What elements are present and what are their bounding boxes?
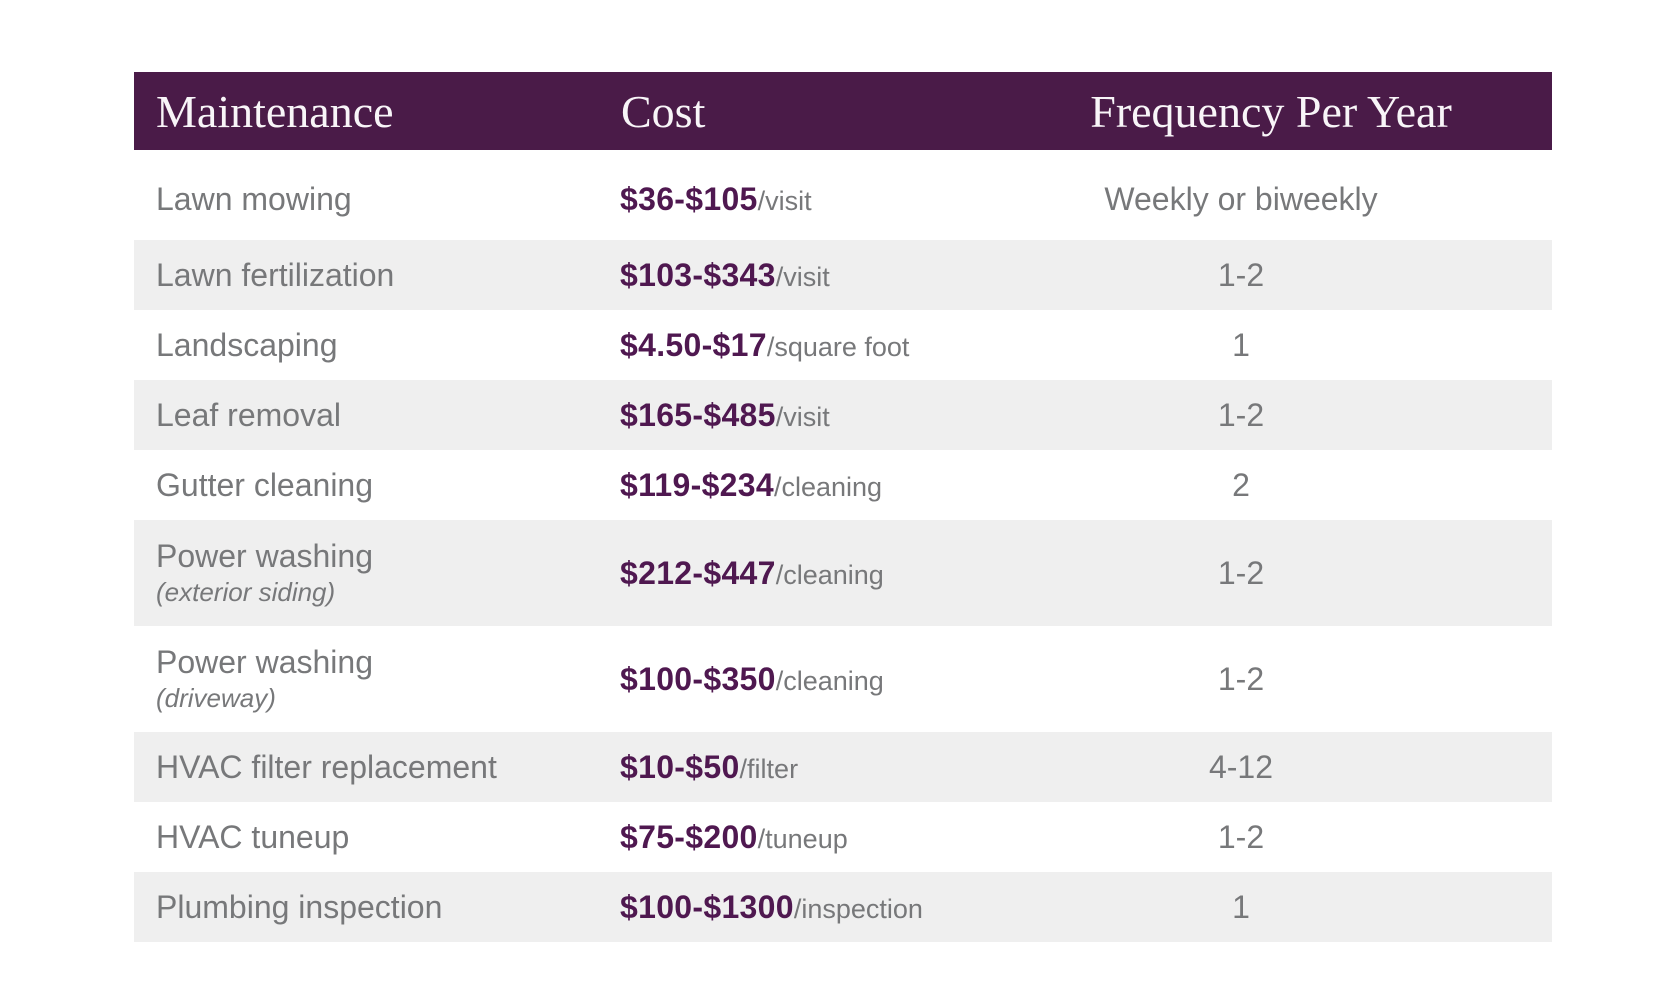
table-row: HVAC tuneup $75-$200/tuneup 1-2 — [134, 802, 1552, 872]
cost-unit: /square foot — [766, 331, 910, 362]
maintenance-cell: Power washing (exterior siding) — [134, 538, 620, 608]
cost-cell: $75-$200/tuneup — [620, 819, 990, 856]
cost-unit: /visit — [775, 401, 830, 432]
cost-value: $75-$200 — [620, 818, 758, 855]
frequency-cell: 1-2 — [1217, 660, 1265, 697]
cost-unit: /tuneup — [757, 823, 848, 854]
table-row: Lawn fertilization $103-$343/visit 1-2 — [134, 240, 1552, 310]
table-body: Lawn mowing $36-$105/visit Weekly or biwee… — [134, 150, 1552, 942]
frequency-cell: 1 — [1232, 888, 1250, 925]
frequency-cell: 1-2 — [1217, 256, 1265, 293]
maintenance-label: HVAC tuneup — [156, 818, 350, 855]
table-row: Power washing (driveway) $100-$350/cleanin… — [134, 626, 1552, 732]
maintenance-label: Power washing — [156, 644, 373, 681]
frequency-cell: 4-12 — [1208, 748, 1274, 785]
cost-unit: /cleaning — [775, 559, 884, 590]
frequency-cell: 1-2 — [1217, 818, 1265, 855]
cost-value: $36-$105 — [620, 180, 758, 217]
table-row: HVAC filter replacement $10-$50/filter 4-1… — [134, 732, 1552, 802]
cost-unit: /cleaning — [773, 471, 883, 502]
cost-cell: $4.50-$17/square foot — [620, 327, 990, 364]
maintenance-label: Gutter cleaning — [156, 466, 374, 503]
maintenance-cost-table: Maintenance Cost Frequency Per Year Lawn… — [134, 72, 1552, 942]
maintenance-cell: HVAC filter replacement — [134, 749, 620, 786]
cost-cell: $10-$50/filter — [620, 749, 990, 786]
cost-unit: /inspection — [793, 893, 923, 924]
table-header-row: Maintenance Cost Frequency Per Year — [134, 72, 1552, 150]
maintenance-label: Lawn fertilization — [156, 256, 395, 293]
cost-value: $119-$234 — [620, 466, 774, 503]
table-row: Lawn mowing $36-$105/visit Weekly or biwee… — [134, 150, 1552, 240]
cost-cell: $36-$105/visit — [620, 181, 990, 218]
cost-value: $100-$350 — [620, 660, 776, 697]
cost-unit: /visit — [757, 185, 812, 216]
maintenance-cell: Gutter cleaning — [134, 467, 620, 504]
column-header-cost: Cost — [621, 85, 706, 137]
cost-unit: /cleaning — [775, 665, 884, 696]
maintenance-cell: Landscaping — [134, 327, 620, 364]
table-row: Landscaping $4.50-$17/square foot 1 — [134, 310, 1552, 380]
maintenance-sublabel: (driveway) — [156, 682, 276, 713]
table-row: Plumbing inspection $100-$1300/inspection… — [134, 872, 1552, 942]
maintenance-cell: Plumbing inspection — [134, 889, 620, 926]
cost-cell: $119-$234/cleaning — [620, 467, 990, 504]
table-row: Power washing (exterior siding) $212-$447/… — [134, 520, 1552, 626]
maintenance-cell: Power washing (driveway) — [134, 644, 620, 714]
cost-value: $4.50-$17 — [620, 326, 767, 363]
maintenance-sublabel: (exterior siding) — [156, 576, 336, 607]
frequency-cell: 1-2 — [1217, 396, 1265, 433]
maintenance-cell: Lawn fertilization — [134, 257, 620, 294]
frequency-cell: 1 — [1232, 326, 1250, 363]
cost-value: $100-$1300 — [620, 888, 794, 925]
maintenance-cell: Leaf removal — [134, 397, 620, 434]
maintenance-label: HVAC filter replacement — [156, 748, 497, 785]
table-row: Leaf removal $165-$485/visit 1-2 — [134, 380, 1552, 450]
cost-value: $103-$343 — [620, 256, 776, 293]
cost-cell: $103-$343/visit — [620, 257, 990, 294]
cost-cell: $165-$485/visit — [620, 397, 990, 434]
cost-unit: /visit — [775, 261, 830, 292]
frequency-cell: 1-2 — [1217, 554, 1265, 591]
maintenance-label: Landscaping — [156, 326, 338, 363]
cost-cell: $100-$350/cleaning — [620, 661, 990, 698]
maintenance-cell: HVAC tuneup — [134, 819, 620, 856]
maintenance-label: Plumbing inspection — [156, 888, 443, 925]
cost-unit: /filter — [739, 753, 799, 784]
maintenance-label: Leaf removal — [156, 396, 341, 433]
cost-value: $10-$50 — [620, 748, 740, 785]
frequency-cell: 2 — [1232, 466, 1250, 503]
frequency-cell: Weekly or biweekly — [1104, 180, 1378, 217]
cost-cell: $100-$1300/inspection — [620, 889, 990, 926]
column-header-frequency: Frequency Per Year — [1090, 85, 1452, 137]
cost-value: $212-$447 — [620, 554, 776, 591]
cost-cell: $212-$447/cleaning — [620, 555, 990, 592]
maintenance-label: Lawn mowing — [156, 180, 352, 217]
table-row: Gutter cleaning $119-$234/cleaning 2 — [134, 450, 1552, 520]
maintenance-label: Power washing — [156, 538, 373, 575]
cost-value: $165-$485 — [620, 396, 776, 433]
column-header-maintenance: Maintenance — [156, 85, 394, 137]
maintenance-cell: Lawn mowing — [134, 181, 620, 218]
